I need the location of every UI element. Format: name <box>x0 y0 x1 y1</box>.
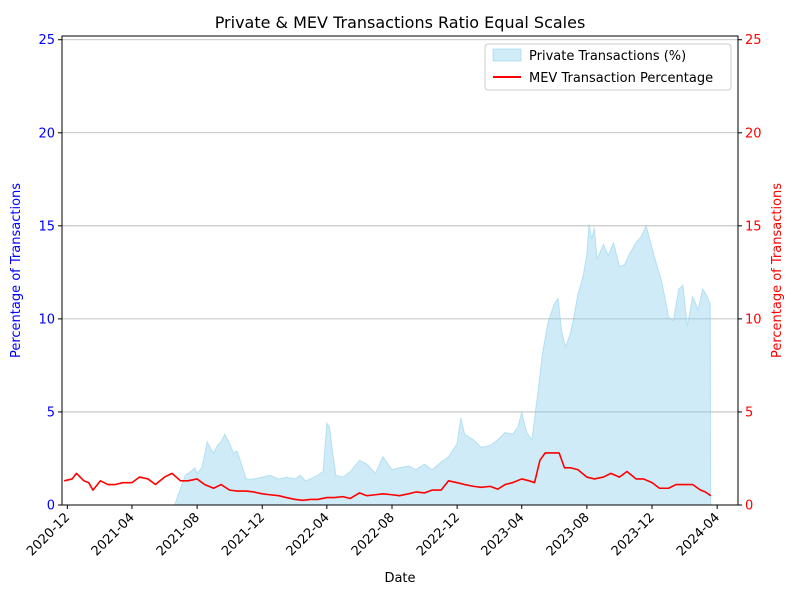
left-y-tick-label: 5 <box>47 405 55 420</box>
left-y-tick-label: 25 <box>38 33 55 48</box>
right-y-axis-title: Percentage of Transactions <box>770 183 785 358</box>
left-y-axis-ticks: 0 5 10 15 20 25 <box>38 33 62 514</box>
right-y-tick-label: 0 <box>745 499 753 514</box>
x-tick-label: 2020-12 <box>24 510 73 559</box>
left-y-tick-label: 0 <box>47 499 55 514</box>
private-transactions-area <box>173 223 712 506</box>
legend: Private Transactions (%) MEV Transaction… <box>484 43 732 91</box>
x-tick-label: 2023-08 <box>544 510 593 559</box>
x-tick-label: 2021-12 <box>219 510 268 559</box>
right-y-tick-label: 5 <box>745 405 753 420</box>
right-y-tick-label: 10 <box>745 312 762 327</box>
right-y-tick-label: 15 <box>745 219 762 234</box>
right-y-tick-label: 20 <box>745 126 762 141</box>
x-tick-label: 2023-04 <box>479 510 528 559</box>
legend-swatch-private <box>492 48 522 62</box>
plot-frame <box>61 35 739 506</box>
private-transactions-area-path <box>173 223 712 506</box>
left-y-tick-label: 20 <box>38 126 55 141</box>
right-y-axis-ticks: 0 5 10 15 20 25 <box>738 33 762 514</box>
legend-label-mev: MEV Transaction Percentage <box>529 71 713 86</box>
chart-title: Private & MEV Transactions Ratio Equal S… <box>215 13 586 32</box>
x-axis-ticks: 2020-12 2021-04 2021-08 2021-12 2022-04 2022-… <box>24 505 723 559</box>
mev-line <box>63 452 712 502</box>
right-y-tick-label: 25 <box>745 33 762 48</box>
legend-label-private: Private Transactions (%) <box>529 49 686 64</box>
x-tick-label: 2022-08 <box>349 510 398 559</box>
x-axis-title: Date <box>384 571 415 586</box>
x-tick-label: 2021-04 <box>89 510 138 559</box>
grid-lines <box>62 39 738 413</box>
left-y-tick-label: 10 <box>38 312 55 327</box>
x-tick-label: 2021-08 <box>154 510 203 559</box>
x-tick-label: 2024-04 <box>674 510 723 559</box>
x-tick-label: 2022-04 <box>284 510 333 559</box>
left-y-axis-title: Percentage of Transactions <box>9 183 24 358</box>
legend-box <box>484 43 732 91</box>
x-tick-label: 2023-12 <box>609 510 658 559</box>
left-y-tick-label: 15 <box>38 219 55 234</box>
mev-line-path <box>63 452 712 502</box>
x-tick-label: 2022-12 <box>414 510 463 559</box>
